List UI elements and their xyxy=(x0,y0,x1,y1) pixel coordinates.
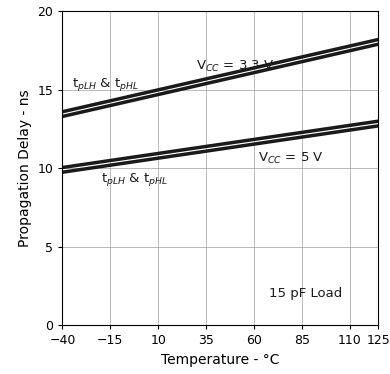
Text: t$_{pLH}$ & t$_{pHL}$: t$_{pLH}$ & t$_{pHL}$ xyxy=(72,76,139,93)
Text: V$_{CC}$ = 3.3 V: V$_{CC}$ = 3.3 V xyxy=(197,59,275,74)
Text: 15 pF Load: 15 pF Load xyxy=(269,288,342,300)
Text: t$_{pLH}$ & t$_{pHL}$: t$_{pLH}$ & t$_{pHL}$ xyxy=(101,171,168,188)
X-axis label: Temperature - °C: Temperature - °C xyxy=(161,353,280,367)
Text: V$_{CC}$ = 5 V: V$_{CC}$ = 5 V xyxy=(258,151,323,166)
Y-axis label: Propagation Delay - ns: Propagation Delay - ns xyxy=(18,89,32,247)
